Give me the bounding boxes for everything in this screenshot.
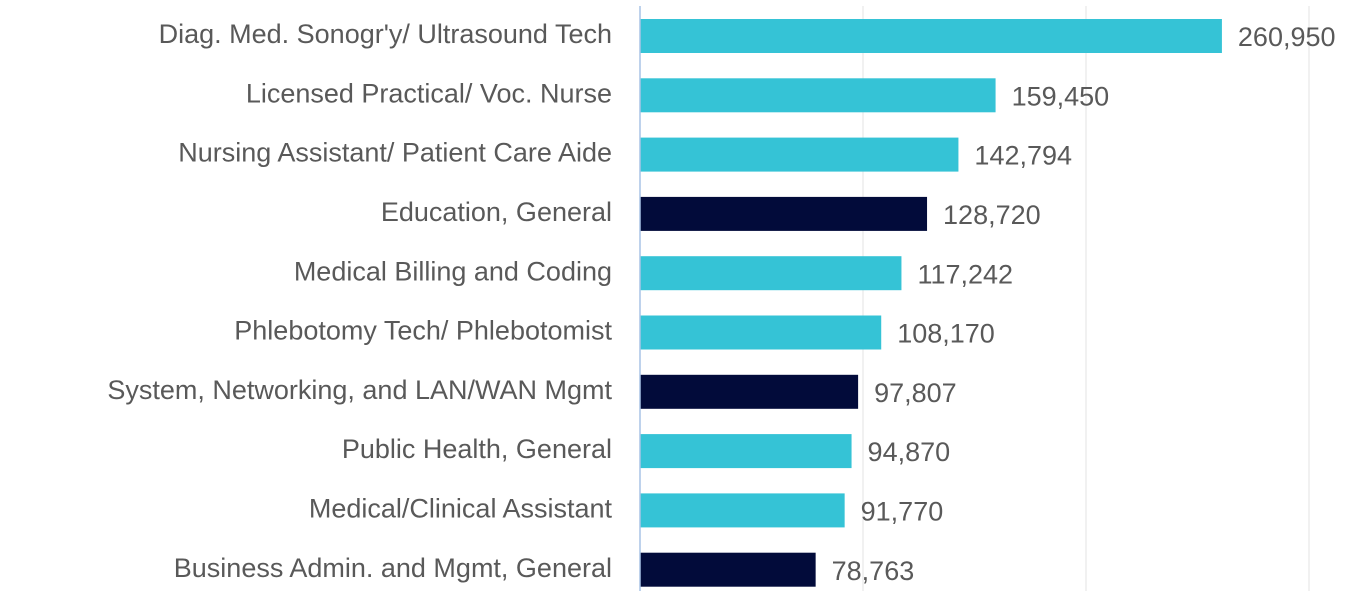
bar [640,137,959,172]
category-label: Education, General [381,197,612,227]
value-label: 97,807 [874,378,957,408]
bar [640,19,1222,53]
category-label: Licensed Practical/ Voc. Nurse [246,78,612,108]
value-label: 78,763 [832,556,915,586]
value-label: 260,950 [1238,22,1336,52]
category-label: Nursing Assistant/ Patient Care Aide [178,138,612,168]
category-label: Diag. Med. Sonogr'y/ Ultrasound Tech [159,19,612,49]
category-label: Business Admin. and Mgmt, General [174,553,612,583]
value-label: 94,870 [868,437,951,467]
bar [640,315,882,350]
bar [640,434,852,469]
value-label: 108,170 [897,319,995,349]
bar [640,552,816,587]
bar [640,196,928,231]
category-label: Phlebotomy Tech/ Phlebotomist [234,316,612,346]
value-label: 142,794 [974,141,1072,171]
value-label: 117,242 [917,259,1013,289]
value-label: 91,770 [861,497,944,527]
bar [640,256,902,291]
category-label: Public Health, General [342,434,612,464]
bar [640,493,845,528]
category-label: Medical Billing and Coding [294,256,612,286]
value-label: 159,450 [1012,81,1110,111]
category-label: Medical/Clinical Assistant [309,494,613,524]
bar [640,78,996,113]
value-label: 128,720 [943,200,1041,230]
category-label: System, Networking, and LAN/WAN Mgmt [107,375,612,405]
bar [640,374,859,409]
